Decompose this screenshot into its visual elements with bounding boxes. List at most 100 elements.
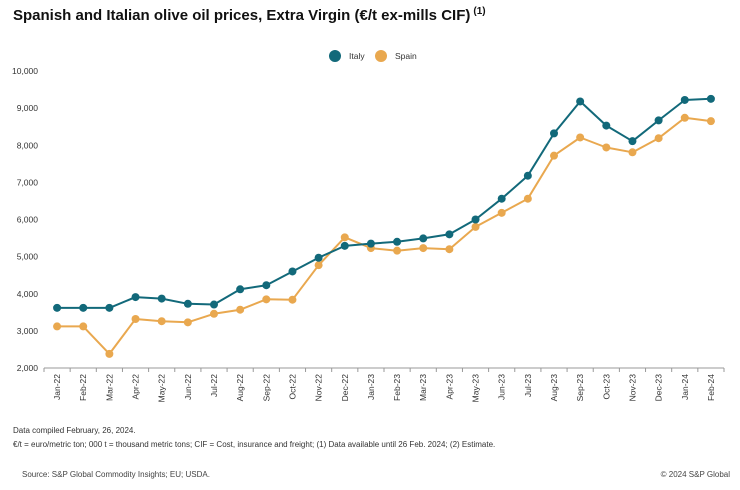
x-tick-label: Jun-23 (497, 374, 507, 400)
data-point-italy (576, 97, 585, 106)
data-point-italy (628, 137, 637, 146)
data-point-spain (288, 295, 297, 304)
chart-title-note: (1) (473, 6, 486, 17)
data-point-spain (183, 318, 192, 327)
data-point-spain (654, 134, 663, 143)
y-tick-label: 4,000 (17, 289, 39, 299)
data-point-spain (157, 317, 166, 326)
x-tick-label: May-23 (471, 374, 481, 403)
x-tick-label: Feb-24 (706, 374, 716, 401)
legend-marker-spain (375, 50, 387, 62)
data-point-spain (523, 194, 532, 203)
x-tick-label: Aug-22 (235, 374, 245, 402)
data-point-spain (79, 322, 88, 331)
data-point-italy (236, 285, 245, 294)
data-point-spain (236, 305, 245, 314)
data-point-italy (366, 239, 375, 248)
x-tick-label: Jan-23 (366, 374, 376, 400)
x-tick-label: Nov-23 (627, 374, 637, 402)
y-tick-label: 8,000 (17, 140, 39, 150)
chart-title: Spanish and Italian olive oil prices, Ex… (13, 6, 733, 24)
x-tick-label: Jul-23 (523, 374, 533, 397)
x-tick-label: Feb-23 (392, 374, 402, 401)
data-point-spain (576, 133, 585, 142)
x-tick-label: Mar-23 (418, 374, 428, 401)
x-tick-label: Apr-23 (444, 374, 454, 400)
data-point-spain (131, 314, 140, 323)
y-axis: 2,000 3,000 4,000 5,000 6,000 7,000 8,000 9,000… (12, 66, 38, 373)
data-point-italy (53, 303, 62, 312)
x-tick-label: Feb-22 (78, 374, 88, 401)
data-point-italy (262, 281, 271, 290)
y-tick-label: 5,000 (17, 252, 39, 262)
chart-legend: Italy Spain (329, 50, 417, 62)
note-compiled: Data compiled February, 26, 2024. (13, 426, 136, 435)
source-text: Source: S&P Global Commodity Insights; E… (22, 470, 210, 479)
x-tick-label: Mar-22 (104, 374, 114, 401)
data-point-spain (105, 349, 114, 358)
data-point-italy (131, 293, 140, 302)
data-point-spain (550, 151, 558, 160)
data-point-italy (393, 237, 402, 246)
x-tick-label: Dec-23 (654, 374, 664, 402)
data-point-italy (157, 294, 166, 303)
chart-notes: Data compiled February, 26, 2024. €/t = … (13, 424, 495, 452)
x-tick-label: Oct-22 (287, 374, 297, 400)
data-point-spain (497, 208, 506, 217)
x-tick-label: Jan-24 (680, 374, 690, 400)
x-tick-label: Jan-22 (52, 374, 62, 400)
data-point-italy (706, 94, 715, 103)
series-italy (53, 94, 715, 312)
data-point-italy (79, 303, 88, 312)
x-tick-label: Oct-23 (601, 374, 611, 400)
copyright-text: © 2024 S&P Global (660, 470, 730, 479)
data-point-italy (419, 234, 428, 243)
data-point-spain (340, 233, 349, 242)
data-point-italy (523, 171, 532, 180)
x-tick-label: Nov-22 (314, 374, 324, 402)
data-point-italy (550, 129, 558, 138)
x-tick-label: Sep-23 (575, 374, 585, 402)
data-point-italy (471, 215, 480, 224)
data-point-spain (471, 222, 480, 231)
line-chart: Italy Spain 2,000 3,000 4,000 5,000 6,000 7,00… (12, 50, 725, 403)
series-spain (53, 113, 715, 358)
y-tick-label: 7,000 (17, 177, 39, 187)
y-tick-label: 9,000 (17, 103, 39, 113)
legend-marker-italy (329, 50, 341, 62)
x-tick-label: May-22 (157, 374, 167, 403)
x-tick-label: Jun-22 (183, 374, 193, 400)
data-point-spain (445, 245, 454, 254)
chart-title-text: Spanish and Italian olive oil prices, Ex… (13, 7, 471, 24)
x-tick-label: Jul-22 (209, 374, 219, 397)
data-point-spain (706, 117, 715, 126)
data-point-spain (53, 322, 62, 331)
note-definitions: €/t = euro/metric ton; 000 t = thousand … (13, 440, 496, 449)
data-point-italy (288, 267, 297, 276)
x-tick-label: Sep-22 (261, 374, 271, 402)
data-point-spain (680, 113, 689, 122)
data-point-spain (602, 143, 611, 152)
series-line-spain (57, 116, 712, 355)
y-tick-label: 6,000 (17, 215, 39, 225)
x-axis: Jan-22 Feb-22 Mar-22 Apr-22 May-22 Jun-22 Jul-… (43, 367, 725, 403)
data-point-italy (183, 299, 192, 308)
y-tick-label: 2,000 (17, 363, 39, 373)
series-line-italy (57, 97, 711, 309)
data-point-spain (628, 148, 637, 157)
data-point-italy (340, 241, 349, 250)
legend-label-italy: Italy (349, 51, 365, 61)
data-point-italy (654, 116, 663, 125)
x-tick-label: Aug-23 (549, 374, 559, 402)
data-point-italy (445, 230, 454, 239)
x-tick-label: Dec-22 (340, 374, 350, 402)
data-point-italy (602, 121, 611, 130)
data-point-italy (497, 194, 506, 203)
data-point-spain (262, 295, 271, 304)
y-tick-label: 3,000 (17, 326, 39, 336)
series-layer (53, 94, 715, 358)
data-point-spain (419, 244, 428, 253)
data-point-italy (314, 253, 323, 262)
data-point-spain (393, 246, 402, 255)
legend-label-spain: Spain (395, 51, 417, 61)
